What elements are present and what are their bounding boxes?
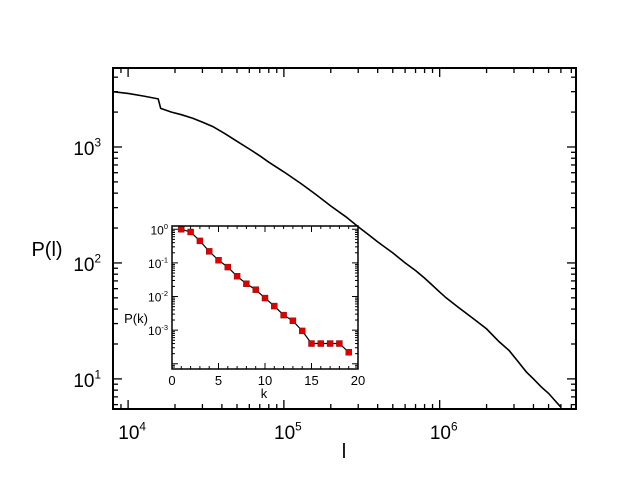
inset-data-point xyxy=(280,311,287,319)
inset-data-point xyxy=(261,294,269,302)
main-y-tick-label: 101 xyxy=(73,368,101,392)
main-series-line xyxy=(112,90,562,408)
inset-data-point xyxy=(233,273,241,280)
inset-data-point xyxy=(308,340,315,347)
inset-data-point xyxy=(326,340,334,347)
inset-y-tick-label: 10-1 xyxy=(148,255,168,270)
inset-data-point xyxy=(271,302,278,310)
inset-x-tick-label: 0 xyxy=(168,373,175,388)
inset-data-point xyxy=(252,286,259,293)
inset-data-point xyxy=(178,226,185,233)
main-y-axis-title: P(l) xyxy=(31,239,62,261)
inset-data-point xyxy=(336,340,343,347)
inset-y-tick-label: 100 xyxy=(151,222,169,237)
inset-y-tick-label: 10-2 xyxy=(148,289,168,304)
main-y-tick-label: 102 xyxy=(73,252,101,276)
inset-data-point xyxy=(215,257,222,264)
inset-y-axis-title: P(k) xyxy=(124,311,148,326)
main-x-tick-label: 106 xyxy=(430,420,458,444)
inset-plot: 0 5 10 15 20 100 10-1 10-2 10-3 k P(k) xyxy=(124,222,365,401)
inset-data-point xyxy=(224,263,232,271)
main-x-tick-label: 105 xyxy=(274,420,302,444)
inset-data-point xyxy=(299,327,306,335)
main-x-axis-title: l xyxy=(342,441,346,463)
inset-x-tick-label: 15 xyxy=(304,373,318,388)
inset-data-point xyxy=(317,340,324,347)
main-y-tick-label: 103 xyxy=(73,136,101,160)
inset-data-point xyxy=(205,248,213,255)
inset-x-tick-label: 20 xyxy=(351,373,365,388)
inset-data-point xyxy=(289,317,297,324)
inset-data-point xyxy=(187,228,194,236)
main-plot-frame xyxy=(112,67,577,410)
inset-data-point xyxy=(243,280,250,287)
inset-plot-frame xyxy=(171,225,359,370)
inset-data-point xyxy=(345,349,352,356)
main-x-tick-label: 104 xyxy=(118,420,146,444)
inset-data-point xyxy=(196,237,204,245)
inset-x-tick-label: 10 xyxy=(258,373,272,388)
inset-x-tick-label: 5 xyxy=(215,373,222,388)
inset-y-tick-label: 10-3 xyxy=(148,323,168,338)
inset-x-axis-title: k xyxy=(261,386,268,401)
